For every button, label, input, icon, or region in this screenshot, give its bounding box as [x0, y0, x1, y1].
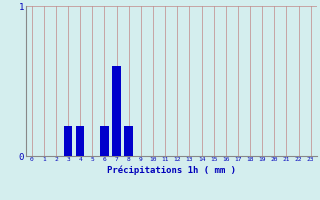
Bar: [76, 126, 84, 156]
Bar: [64, 126, 72, 156]
Bar: [112, 66, 121, 156]
Bar: [100, 126, 109, 156]
X-axis label: Précipitations 1h ( mm ): Précipitations 1h ( mm ): [107, 165, 236, 175]
Bar: [124, 126, 133, 156]
